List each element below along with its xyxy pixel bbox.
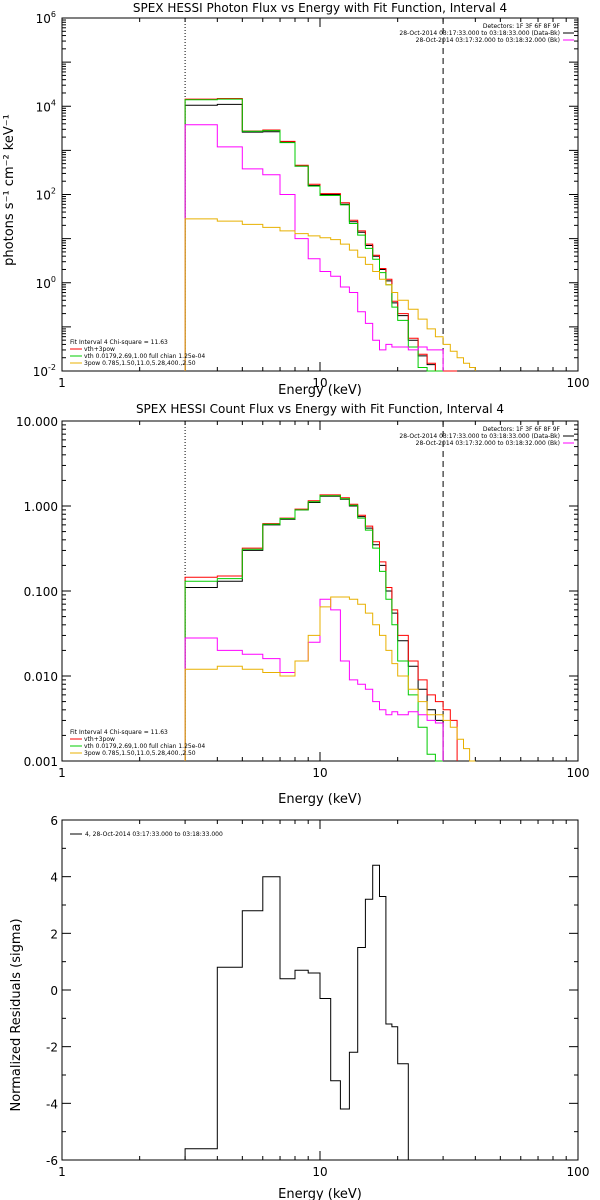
count-flux-series-2 xyxy=(184,495,444,762)
count-flux-legend-top-text: 28-Oct-2014 03:17:33.000 to 03:18:33.000… xyxy=(399,433,560,440)
photon-flux-ylabel: photons s⁻¹ cm⁻² keV⁻¹ xyxy=(2,114,17,266)
count-flux-series-0 xyxy=(184,495,444,761)
photon-flux-y-tick-label: 106 xyxy=(36,10,56,26)
count-flux-series-3 xyxy=(184,598,444,761)
count-flux-x-tick-label: 1 xyxy=(58,766,66,780)
photon-flux-legend-top-text: 28-Oct-2014 03:17:32.000 to 03:18:32.000… xyxy=(416,37,560,44)
residuals-panel: Energy (keV) Normalized Residuals (sigma… xyxy=(9,814,589,1200)
count-flux-y-tick-label: 10.000 xyxy=(16,415,58,429)
residuals-y-tick-label: 0 xyxy=(50,984,58,998)
photon-flux-series-1 xyxy=(184,98,458,372)
count-flux-legend-top-text: 28-Oct-2014 03:17:32.000 to 03:18:32.000… xyxy=(416,440,560,447)
photon-flux-series-2 xyxy=(184,98,444,372)
count-flux-legend-bottom-text: Fit Interval 4 Chi-square = 11.63 xyxy=(70,729,168,736)
residuals-xlabel: Energy (keV) xyxy=(278,1187,362,1200)
photon-flux-y-tick-base: 10 xyxy=(36,100,51,114)
count-flux-legend-bottom-text: vth 0.0179,2.69,1.00 full chian 1.25e-04 xyxy=(84,743,205,750)
photon-flux-legend-bottom-text: 3pow 0.785,1.50,11.0,5.28,400.,2.50 xyxy=(84,360,196,367)
residuals-x-tick-label: 100 xyxy=(567,1165,590,1179)
count-flux-y-tick-label: 0.001 xyxy=(24,755,58,769)
residuals-ylabel: Normalized Residuals (sigma) xyxy=(9,918,24,1111)
photon-flux-legend-bottom-text: vth+3pow xyxy=(84,346,115,353)
photon-flux-y-tick-base: 10 xyxy=(36,12,51,26)
count-flux-plot-area: 1 10 100 0.001 0.010 0.100 1.000 10.000 Detector… xyxy=(16,415,589,780)
photon-flux-xlabel: Energy (keV) xyxy=(278,383,362,398)
photon-flux-x-tick-label: 1 xyxy=(58,376,66,390)
photon-flux-panel: SPEX HESSI Photon Flux vs Energy with Fi… xyxy=(2,1,589,398)
count-flux-legend-bottom-text: 3pow 0.785,1.50,11.0,5.28,400.,2.50 xyxy=(84,750,196,757)
photon-flux-legend-top-text: Detectors: 1F 3F 6F 8F 9F xyxy=(483,23,561,30)
photon-flux-y-tick-label: 100 xyxy=(36,275,56,291)
photon-flux-y-tick-base: 10 xyxy=(36,277,51,291)
count-flux-legend-bottom-text: vth+3pow xyxy=(84,736,115,743)
residuals-x-tick-label: 1 xyxy=(58,1165,66,1179)
count-flux-y-tick-label: 0.010 xyxy=(24,670,58,684)
count-flux-frame xyxy=(61,420,579,762)
count-flux-panel: SPEX HESSI Count Flux vs Energy with Fit… xyxy=(16,402,589,807)
photon-flux-x-tick-label: 100 xyxy=(567,376,590,390)
photon-flux-series-0 xyxy=(184,103,444,372)
photon-flux-legend-bottom-text: vth 0.0179,2.69,1.00 full chian 1.25e-04 xyxy=(84,353,205,360)
residuals-y-tick-label: -6 xyxy=(46,1154,58,1168)
count-flux-title: SPEX HESSI Count Flux vs Energy with Fit… xyxy=(136,402,504,416)
photon-flux-y-tick-label: 102 xyxy=(36,187,56,203)
photon-flux-y-tick-label: 10-2 xyxy=(33,363,56,379)
count-flux-x-tick-label: 100 xyxy=(567,766,590,780)
residuals-y-tick-label: -2 xyxy=(46,1041,58,1055)
count-flux-y-tick-label: 1.000 xyxy=(24,500,58,514)
residuals-y-tick-label: 6 xyxy=(50,814,58,828)
count-flux-series-1 xyxy=(184,494,458,761)
count-flux-x-tick-label: 10 xyxy=(312,766,327,780)
photon-flux-x-tick-label: 10 xyxy=(312,376,327,390)
photon-flux-y-tick-exp: 6 xyxy=(51,10,56,19)
photon-flux-series-4 xyxy=(184,218,476,371)
photon-flux-y-tick-exp: 2 xyxy=(51,187,56,196)
photon-flux-y-tick-exp: 4 xyxy=(51,98,56,107)
count-flux-xlabel: Energy (keV) xyxy=(278,792,362,807)
photon-flux-legend-bottom-text: Fit Interval 4 Chi-square = 11.63 xyxy=(70,339,168,346)
photon-flux-y-tick-exp: 0 xyxy=(51,275,56,284)
photon-flux-series-3 xyxy=(184,124,444,371)
residuals-x-tick-label: 10 xyxy=(312,1165,327,1179)
count-flux-series-4 xyxy=(184,596,476,762)
count-flux-legend-top-text: Detectors: 1F 3F 6F 8F 9F xyxy=(483,426,561,433)
count-flux-y-tick-label: 0.100 xyxy=(24,585,58,599)
residuals-y-tick-label: -4 xyxy=(46,1097,58,1111)
residuals-y-tick-label: 2 xyxy=(50,927,58,941)
photon-flux-legend-top-text: 28-Oct-2014 03:17:33.000 to 03:18:33.000… xyxy=(399,30,560,37)
photon-flux-y-tick-label: 104 xyxy=(36,98,56,114)
residuals-plot-area: 1 10 100 -6 -4 -2 0 2 4 6 4, 28-Oct-2014 03:17:33.… xyxy=(46,814,589,1179)
photon-flux-y-tick-exp: -2 xyxy=(48,363,56,372)
residuals-y-tick-label: 4 xyxy=(50,871,58,885)
photon-flux-title: SPEX HESSI Photon Flux vs Energy with Fi… xyxy=(133,1,507,15)
residuals-legend-text: 4, 28-Oct-2014 03:17:33.000 to 03:18:33.… xyxy=(85,831,223,838)
photon-flux-y-tick-base: 10 xyxy=(33,365,48,379)
residuals-series-0 xyxy=(184,864,444,1161)
photon-flux-y-tick-base: 10 xyxy=(36,189,51,203)
